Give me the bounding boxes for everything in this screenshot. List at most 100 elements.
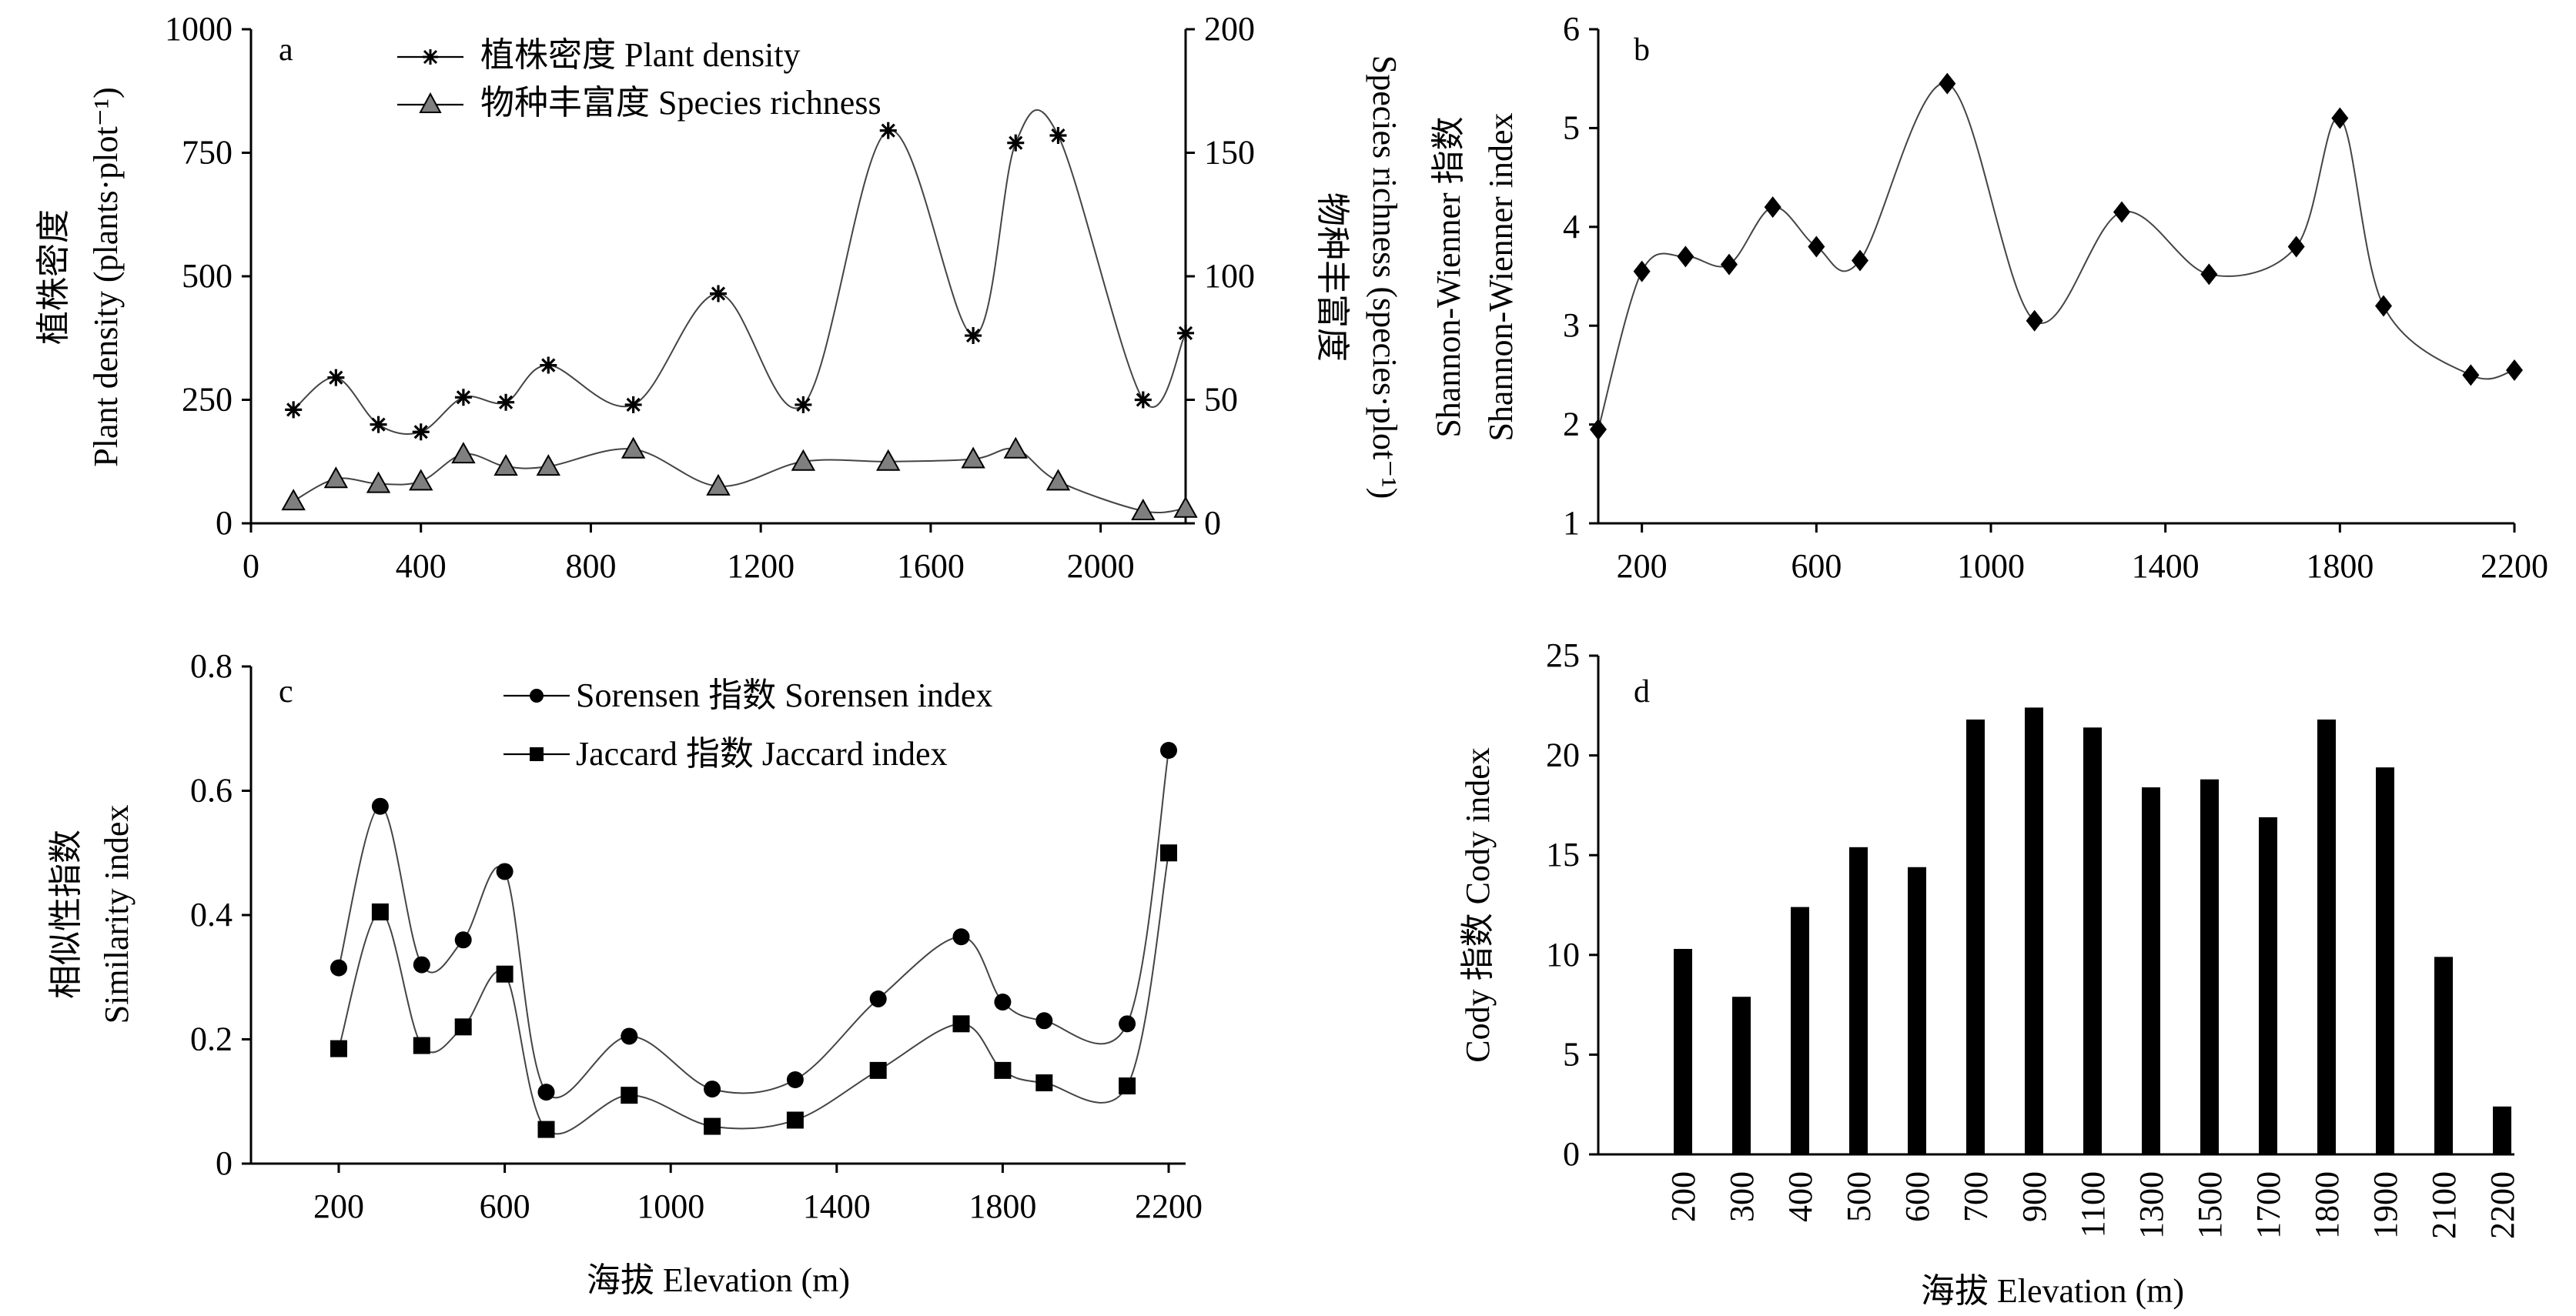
d-x-tick-label-10: 1500 bbox=[2191, 1171, 2229, 1239]
b-x-tick-label-5: 1800 bbox=[2306, 547, 2374, 585]
d-bar-1900 bbox=[2376, 767, 2394, 1154]
c-legend: Sorensen 指数 Sorensen index Jaccard 指数 Ja… bbox=[503, 676, 992, 773]
b-series-1-point-8 bbox=[1939, 72, 1956, 95]
c-series-2-point-6 bbox=[537, 1121, 555, 1138]
c-left-title-en: Similarity index bbox=[98, 805, 135, 1024]
b-panel-tag: b bbox=[1634, 32, 1650, 68]
a-legend: 植株密度 Plant density 物种丰富度 Species richnes… bbox=[397, 36, 882, 122]
panel-c: 200 600 1000 1400 1800 2200 0 0.2 0.4 0.6 0.8 c So… bbox=[47, 647, 1203, 1299]
b-series-1-line-1 bbox=[1597, 82, 2515, 430]
c-series-2-point-3 bbox=[413, 1037, 430, 1054]
c-series-2-point-13 bbox=[1035, 1074, 1053, 1092]
a-yl-tick-label-2: 250 bbox=[182, 381, 233, 419]
d-x-tick-label-8: 1100 bbox=[2074, 1171, 2112, 1238]
b-y-tick-label-4: 4 bbox=[1563, 208, 1580, 245]
a-series-1-point-14 bbox=[1049, 127, 1067, 145]
a-series-2-point-9 bbox=[706, 473, 731, 496]
c-y-tick-label-4: 0.6 bbox=[190, 772, 233, 810]
c-legend-sorensen-label: Sorensen 指数 Sorensen index bbox=[576, 676, 992, 714]
b-y-tick-label-6: 6 bbox=[1563, 10, 1580, 48]
b-series-markers bbox=[1590, 72, 2523, 441]
c-series-2-point-8 bbox=[704, 1117, 721, 1135]
a-yr-tick-label-3: 100 bbox=[1204, 257, 1255, 295]
d-x-tick-label-5: 600 bbox=[1899, 1171, 1936, 1222]
c-series-2-line-2 bbox=[338, 853, 1169, 1135]
a-legend-plant-label: 植株密度 Plant density bbox=[480, 36, 801, 74]
b-series-1-point-1 bbox=[1590, 419, 1607, 441]
a-right-title-en: Species richness (species·plot⁻¹) bbox=[1366, 55, 1403, 499]
a-series-1-point-7 bbox=[540, 356, 557, 374]
c-series-1-point-3 bbox=[413, 956, 430, 974]
a-yr-tick-label-4: 150 bbox=[1204, 134, 1255, 172]
c-series-2-point-12 bbox=[994, 1061, 1012, 1079]
c-series-2-point-2 bbox=[371, 903, 389, 920]
c-x-tick-label-3: 1000 bbox=[637, 1187, 704, 1225]
d-y-tick-label-4: 15 bbox=[1546, 836, 1580, 873]
a-x-tick-label-5: 1600 bbox=[897, 547, 965, 585]
a-series-2-point-7 bbox=[536, 454, 560, 476]
c-x-tick-label-1: 200 bbox=[313, 1187, 364, 1225]
b-left-title-cn: Shannon-Wienner 指数 bbox=[1430, 116, 1467, 437]
d-y-tick-label-6: 25 bbox=[1546, 636, 1580, 674]
d-x-tick-label-15: 2200 bbox=[2484, 1171, 2521, 1239]
a-series-1-point-6 bbox=[497, 393, 515, 411]
c-x-tick-label-5: 1800 bbox=[969, 1187, 1036, 1225]
c-series-2-point-14 bbox=[1119, 1077, 1136, 1095]
a-series-1-point-13 bbox=[1007, 134, 1025, 152]
b-y-tick-label-3: 3 bbox=[1563, 306, 1580, 344]
c-legend-jaccard-label: Jaccard 指数 Jaccard index bbox=[576, 735, 948, 773]
c-series-2-point-11 bbox=[952, 1015, 970, 1033]
a-series-2-point-3 bbox=[366, 471, 391, 493]
c-legend-jaccard-marker bbox=[530, 747, 544, 761]
c-x-title: 海拔 Elevation (m) bbox=[587, 1261, 850, 1299]
d-x-tick-label-2: 300 bbox=[1723, 1171, 1761, 1222]
c-series-2-point-7 bbox=[621, 1087, 638, 1104]
a-series-2-point-16 bbox=[1173, 496, 1198, 518]
d-x-title: 海拔 Elevation (m) bbox=[1921, 1272, 2184, 1310]
a-series-markers bbox=[281, 122, 1198, 520]
d-x-tick-label-1: 200 bbox=[1664, 1171, 1702, 1222]
a-yr-tick-label-1: 0 bbox=[1204, 504, 1221, 542]
d-y-tick-label-2: 5 bbox=[1563, 1035, 1580, 1073]
b-series-1-point-2 bbox=[1633, 260, 1651, 282]
c-series-1-point-10 bbox=[869, 990, 887, 1008]
c-series-1-point-4 bbox=[454, 931, 472, 949]
a-series-2-point-2 bbox=[323, 466, 349, 489]
d-y-tick-label-1: 0 bbox=[1563, 1135, 1580, 1173]
a-legend-plant-marker bbox=[423, 49, 438, 65]
a-series-2-point-1 bbox=[281, 489, 306, 511]
a-series-2-point-12 bbox=[961, 446, 985, 469]
c-series-2-point-5 bbox=[496, 965, 514, 983]
b-x-tick-label-1: 200 bbox=[1617, 547, 1668, 585]
a-series-1-line-1 bbox=[293, 109, 1186, 435]
a-x-tick-label-6: 2000 bbox=[1067, 547, 1135, 585]
a-series-1-point-2 bbox=[327, 369, 345, 386]
a-x-tick-label-3: 800 bbox=[565, 547, 616, 585]
a-series-2-point-13 bbox=[1003, 436, 1028, 459]
c-series-1-point-13 bbox=[1035, 1012, 1053, 1030]
a-left-title-cn: 植株密度 bbox=[35, 209, 72, 345]
c-series-1-point-2 bbox=[371, 797, 389, 815]
c-series-1-line-1 bbox=[338, 750, 1169, 1099]
a-x-tick-label-1: 0 bbox=[243, 547, 259, 585]
a-left-title-en: Plant density (plants·plot⁻¹) bbox=[87, 87, 125, 466]
c-series-2-point-15 bbox=[1160, 844, 1177, 862]
panel-d: 0 5 10 15 20 25 200 300 400 500 600 700 900 1100 1300 1… bbox=[1459, 636, 2521, 1310]
a-series-1-point-9 bbox=[710, 285, 727, 302]
c-series-1-point-12 bbox=[994, 994, 1012, 1011]
a-series-2-point-10 bbox=[791, 449, 816, 471]
a-series-1-point-5 bbox=[454, 389, 472, 406]
a-legend-species-label: 物种丰富度 Species richness bbox=[480, 84, 882, 122]
c-series-2-point-10 bbox=[869, 1061, 887, 1079]
d-bar-1100 bbox=[2083, 727, 2102, 1154]
c-series-1-point-6 bbox=[537, 1084, 555, 1101]
a-panel-tag: a bbox=[279, 32, 293, 68]
c-y-tick-label-2: 0.2 bbox=[190, 1020, 233, 1058]
b-series-1-point-10 bbox=[2113, 201, 2130, 223]
b-x-tick-label-4: 1400 bbox=[2132, 547, 2200, 585]
a-ticks: 0 400 800 1200 1600 2000 0 250 500 750 1000 0 50 100 1… bbox=[165, 10, 1255, 585]
b-series-1-point-6 bbox=[1808, 235, 1825, 258]
c-ticks: 200 600 1000 1400 1800 2200 0 0.2 0.4 0.6 0.8 bbox=[190, 647, 1203, 1225]
a-series-1-point-16 bbox=[1177, 324, 1194, 342]
b-left-title-en: Shannon-Wienner index bbox=[1482, 112, 1520, 441]
